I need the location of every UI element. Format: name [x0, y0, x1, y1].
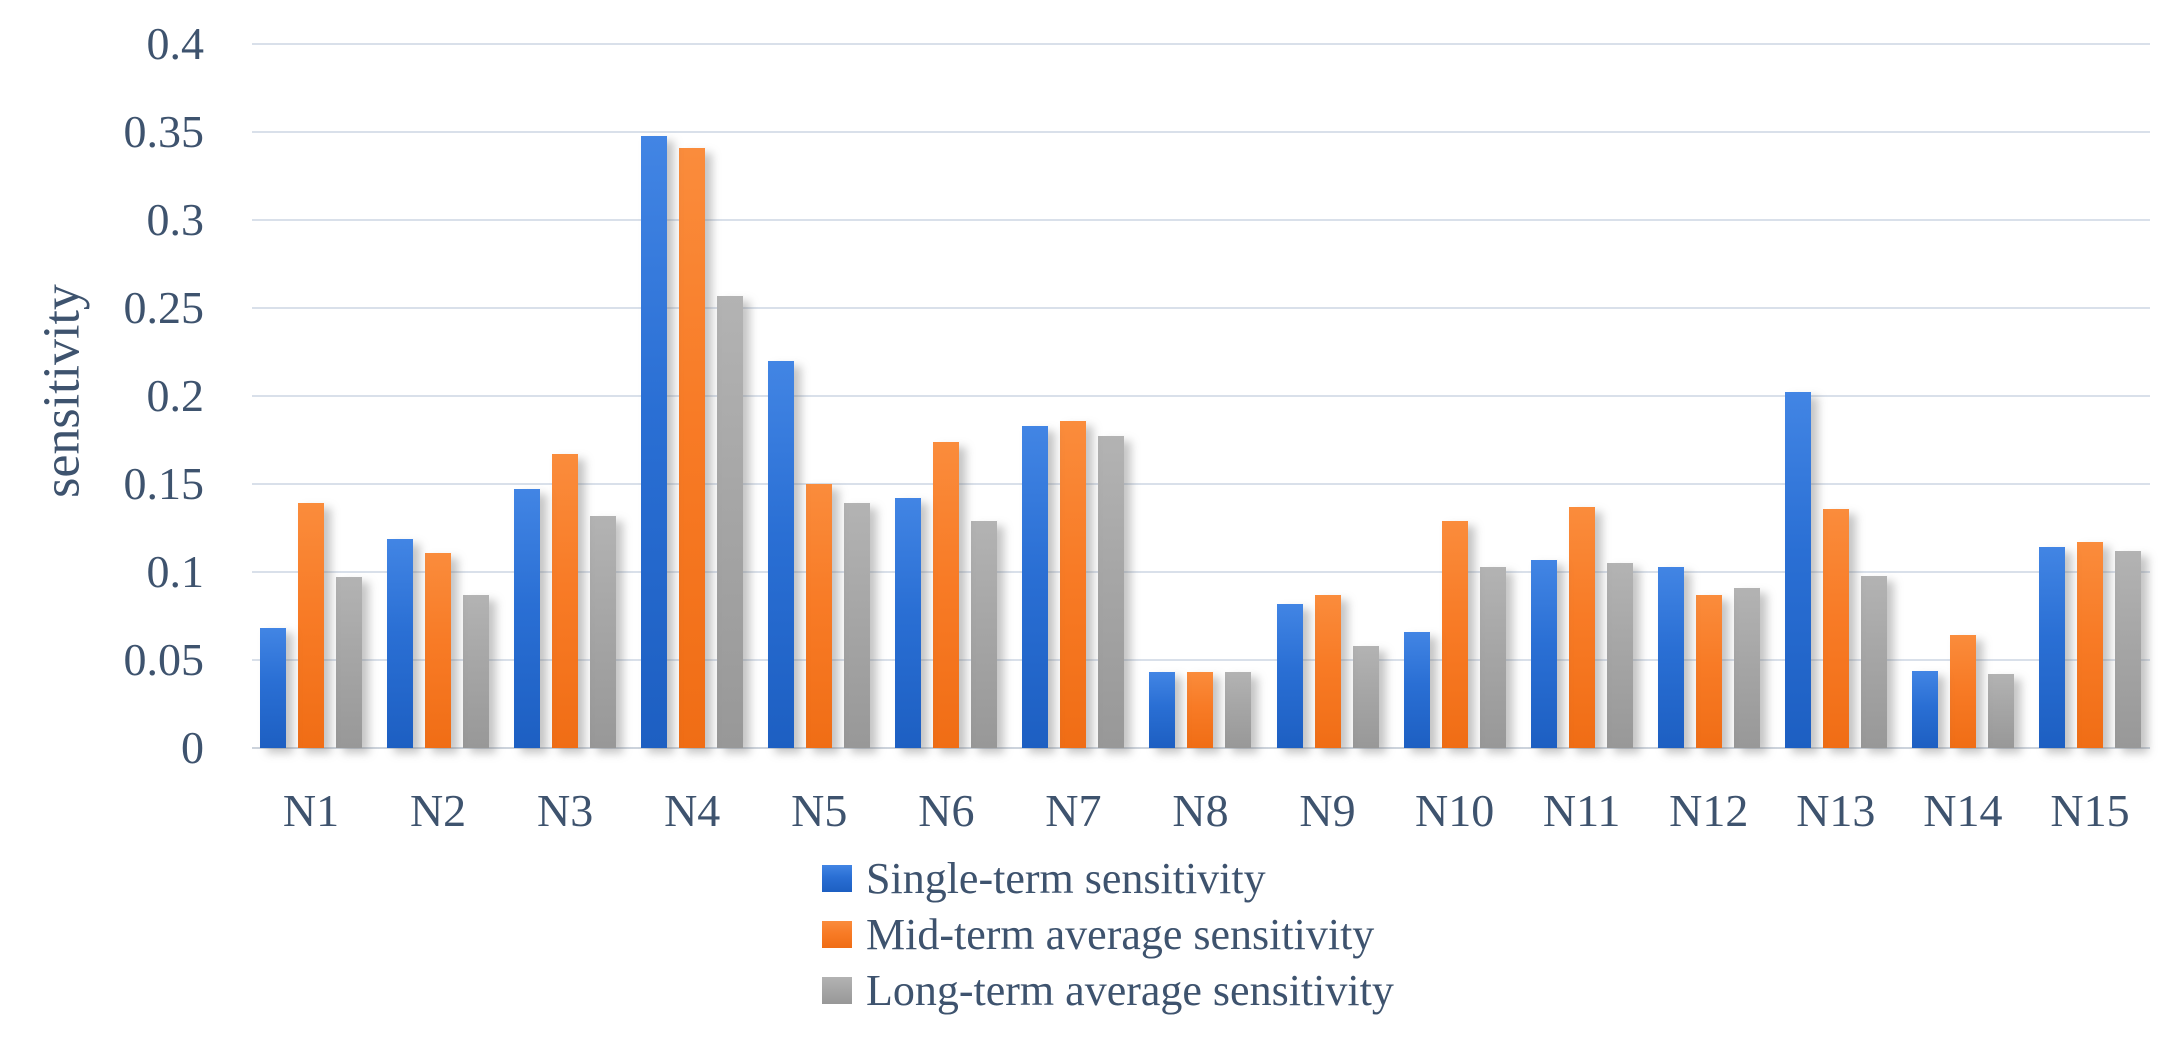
gridline [252, 219, 2150, 221]
bar [1403, 631, 1430, 748]
bar [1314, 594, 1341, 748]
bar [1352, 645, 1379, 748]
gridline [252, 483, 2150, 485]
bar [1022, 425, 1049, 748]
x-category-label: N3 [537, 785, 594, 836]
gridline [252, 659, 2150, 661]
bar [1441, 520, 1468, 748]
x-category-label: N12 [1669, 785, 1749, 836]
legend-item: Long-term average sensitivity [822, 962, 1394, 1018]
y-tick-label: 0.4 [146, 18, 205, 69]
y-tick-label: 0.25 [123, 282, 205, 333]
bar [895, 498, 922, 748]
x-category-label: N9 [1299, 785, 1356, 836]
bar [336, 577, 362, 748]
x-category-label: N14 [1923, 785, 2003, 836]
legend-swatch-icon [822, 920, 852, 948]
bar [806, 484, 833, 748]
bar [260, 628, 286, 748]
bar [1225, 672, 1252, 748]
bar [1479, 566, 1506, 748]
bar [2114, 550, 2141, 748]
y-tick-label: 0.1 [146, 546, 205, 597]
bar [1733, 587, 1760, 748]
bar [2076, 542, 2103, 748]
legend-label: Long-term average sensitivity [866, 965, 1394, 1015]
bar [1149, 672, 1176, 748]
bar [1276, 603, 1303, 748]
x-category-label: N6 [918, 785, 975, 836]
x-axis-line [252, 747, 2150, 749]
gridline [252, 43, 2150, 45]
bar [933, 441, 960, 748]
gridline [252, 395, 2150, 397]
legend-label: Single-term sensitivity [866, 853, 1266, 903]
legend-swatch-icon [822, 864, 852, 892]
bar [463, 594, 490, 748]
bar [844, 503, 871, 748]
bar [717, 295, 744, 748]
legend-item: Single-term sensitivity [822, 850, 1394, 906]
x-category-label: N11 [1542, 785, 1621, 836]
y-tick-label: 0.35 [123, 106, 205, 157]
bar [590, 515, 617, 748]
bar [552, 454, 579, 748]
x-category-label: N15 [2050, 785, 2130, 836]
x-category-label: N2 [409, 785, 467, 836]
x-category-label: N10 [1415, 785, 1495, 836]
bar [1657, 566, 1684, 748]
bar [1822, 508, 1849, 748]
bar [514, 489, 541, 748]
bar [1695, 594, 1722, 748]
bar [1098, 436, 1125, 748]
legend-label: Mid-term average sensitivity [866, 909, 1375, 959]
bar [641, 135, 668, 748]
x-category-label: N7 [1045, 785, 1102, 836]
bar [1987, 674, 2014, 748]
y-tick-label: 0.15 [123, 458, 205, 509]
legend: Single-term sensitivity Mid-term average … [822, 850, 1394, 1018]
legend-item: Mid-term average sensitivity [822, 906, 1394, 962]
bar [1060, 420, 1087, 748]
bar [1784, 392, 1811, 748]
bar [679, 147, 706, 748]
x-category-label: N5 [791, 785, 848, 836]
bar [1860, 575, 1887, 748]
bar [298, 503, 324, 748]
gridline [252, 131, 2150, 133]
bar [2038, 547, 2065, 748]
bar [1606, 563, 1633, 748]
bar [387, 538, 414, 748]
bar [425, 552, 452, 748]
legend-swatch-icon [822, 976, 852, 1004]
bar [1568, 506, 1595, 748]
bar [1911, 670, 1938, 748]
y-tick-label: 0 [181, 722, 204, 773]
y-tick-label: 0.3 [146, 194, 205, 245]
bar [1187, 672, 1214, 748]
gridline [252, 307, 2150, 309]
x-category-label: N1 [282, 785, 340, 836]
y-tick-label: 0.2 [146, 370, 205, 421]
bar [971, 520, 998, 748]
x-category-label: N13 [1796, 785, 1876, 836]
bar [1530, 559, 1557, 748]
y-tick-label: 0.05 [123, 634, 205, 685]
gridline [252, 571, 2150, 573]
x-category-label: N4 [664, 785, 721, 836]
bar [768, 360, 795, 748]
x-category-label: N8 [1172, 785, 1229, 836]
bar [1949, 635, 1976, 748]
